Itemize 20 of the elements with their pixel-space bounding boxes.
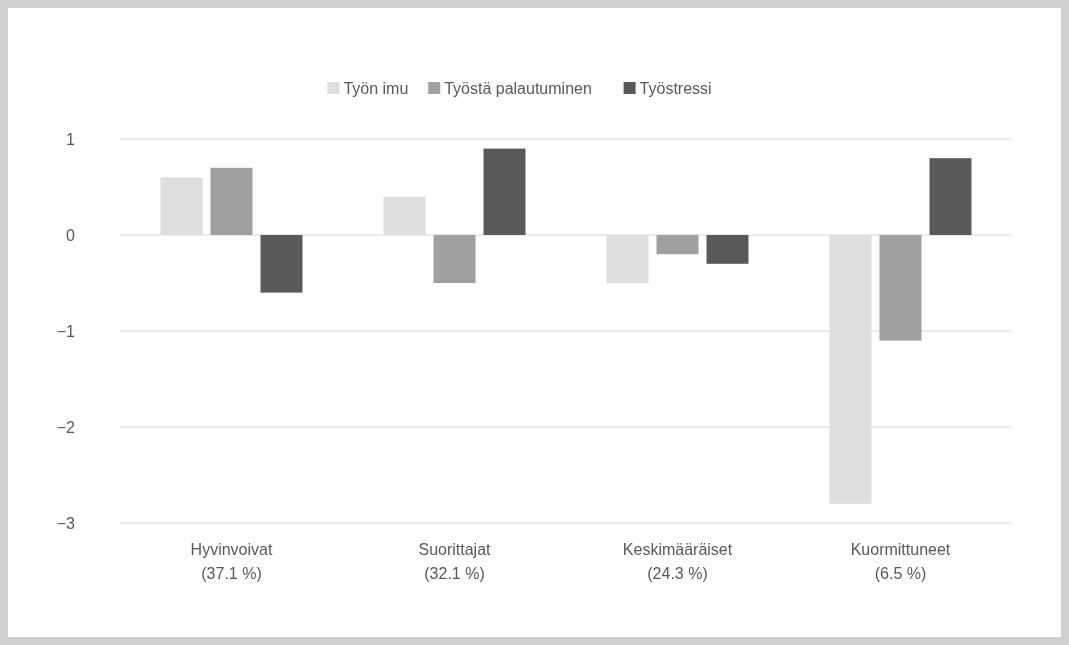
bar bbox=[656, 235, 699, 255]
x-tick-label: Hyvinvoivat (37.1 %) bbox=[190, 541, 273, 582]
bar bbox=[260, 235, 303, 293]
legend-label: Työstressi bbox=[639, 79, 712, 97]
x-tick-label: Keskimääräiset (24.3 %) bbox=[622, 541, 733, 582]
bar bbox=[483, 148, 526, 235]
bar bbox=[210, 167, 253, 235]
bar bbox=[879, 235, 922, 341]
bar bbox=[929, 158, 972, 235]
y-tick-label: 1 bbox=[66, 130, 76, 148]
x-tick-label: Suorittajat (32.1 %) bbox=[418, 541, 492, 582]
bar bbox=[706, 235, 749, 264]
y-tick-label: −1 bbox=[56, 322, 76, 340]
bar bbox=[433, 235, 476, 283]
y-tick-label: 0 bbox=[66, 226, 76, 244]
x-tick-label: Kuormittuneet (6.5 %) bbox=[850, 541, 951, 582]
legend-label: Työstä palautuminen bbox=[444, 79, 592, 97]
y-tick-label: −2 bbox=[56, 418, 76, 436]
legend-label: Työn imu bbox=[343, 79, 409, 97]
y-tick-label: −3 bbox=[56, 514, 76, 532]
